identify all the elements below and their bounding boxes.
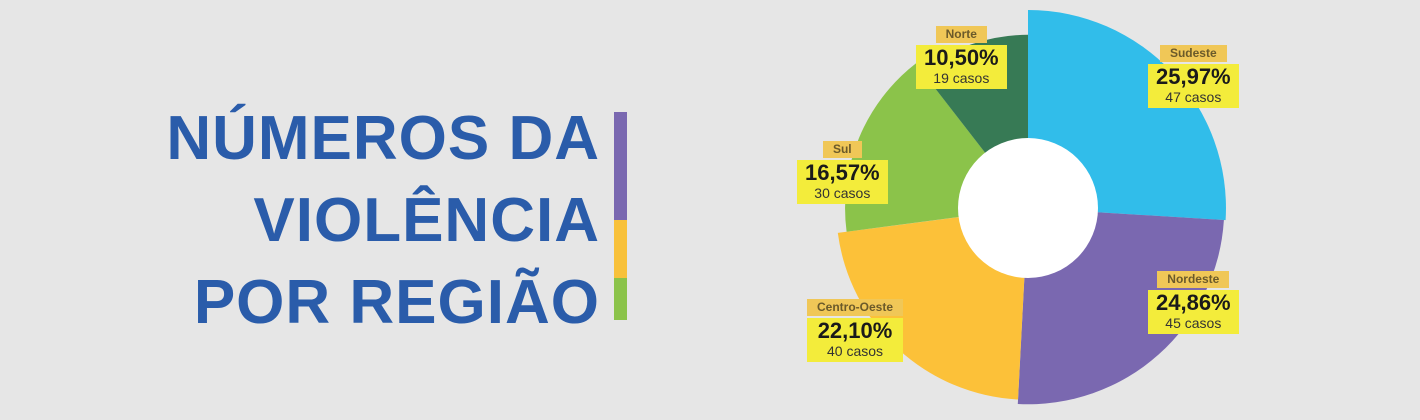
label-sudeste-cases: 47 casos <box>1165 89 1222 105</box>
accent-bar-green <box>614 278 627 320</box>
title-line-2: VIOLÊNCIA <box>253 186 600 255</box>
label-sul-percent: 16,57% <box>805 160 880 185</box>
donut-hole <box>958 138 1098 278</box>
label-nordeste-percent: 24,86% <box>1156 290 1231 315</box>
chart-title: NÚMEROS DA VIOLÊNCIA POR REGIÃO <box>150 98 600 344</box>
label-sul-cases: 30 casos <box>814 185 871 201</box>
label-nordeste-cases: 45 casos <box>1165 315 1222 331</box>
label-nordeste: Nordeste 24,86% 45 casos <box>1148 270 1239 334</box>
accent-bar-purple <box>614 112 627 220</box>
label-sudeste-percent: 25,97% <box>1156 64 1231 89</box>
label-centro-oeste-name: Centro-Oeste <box>807 299 904 316</box>
label-sul: Sul 16,57% 30 casos <box>797 140 888 204</box>
title-line-1: NÚMEROS DA <box>166 104 600 173</box>
label-sudeste: Sudeste 25,97% 47 casos <box>1148 44 1239 108</box>
label-norte-percent: 10,50% <box>924 45 999 70</box>
label-norte-cases: 19 casos <box>933 70 990 86</box>
label-norte: Norte 10,50% 19 casos <box>916 25 1007 89</box>
label-sul-name: Sul <box>822 141 862 158</box>
accent-bar-yellow <box>614 220 627 278</box>
label-norte-name: Norte <box>935 26 987 43</box>
label-sudeste-name: Sudeste <box>1159 45 1227 62</box>
title-line-3: POR REGIÃO <box>193 268 600 337</box>
label-nordeste-name: Nordeste <box>1157 271 1230 288</box>
label-centro-oeste: Centro-Oeste 22,10% 40 casos <box>807 298 904 362</box>
label-centro-oeste-percent: 22,10% <box>817 318 893 343</box>
label-centro-oeste-cases: 40 casos <box>826 343 884 359</box>
